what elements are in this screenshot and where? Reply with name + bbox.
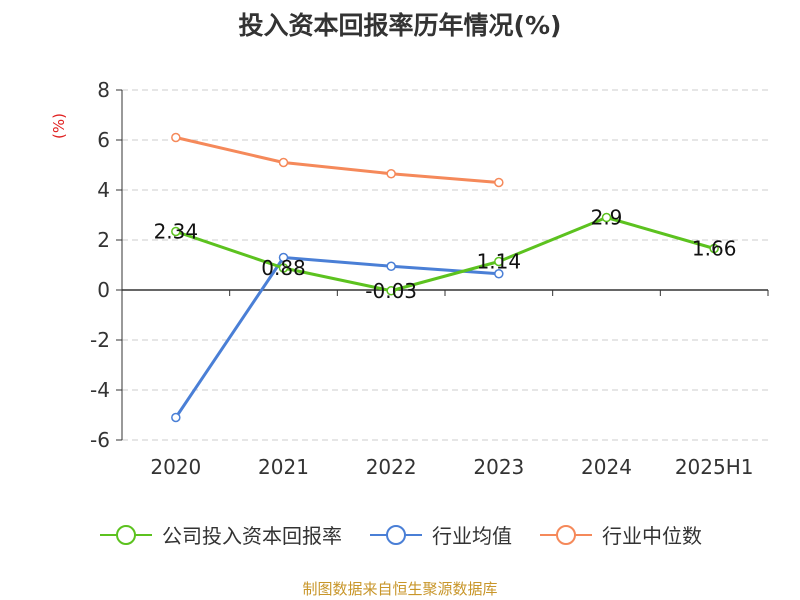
data-point-industry-median	[386, 169, 396, 179]
y-tick-label: -2	[90, 328, 110, 352]
series-line-industry-avg	[174, 256, 501, 419]
data-point-company	[171, 226, 181, 237]
y-tick-label: 8	[97, 78, 110, 102]
legend-label-industry-avg: 行业均值	[432, 524, 512, 548]
legend-item-company[interactable]: 公司投入资本回报率	[98, 520, 342, 549]
data-label-company: 2.9	[591, 206, 623, 230]
data-point-industry-avg	[494, 269, 504, 279]
y-tick-label: 0	[97, 278, 110, 302]
data-point-industry-avg	[386, 261, 396, 271]
legend-item-industry-avg[interactable]: 行业均值	[368, 520, 512, 549]
legend-circle	[386, 524, 406, 545]
series-line-company	[174, 216, 716, 293]
data-label-company: 0.88	[261, 256, 306, 280]
data-label-company: -0.03	[365, 279, 417, 303]
axes: 8 6 4 2 0 -2 -4 -6 2020 2021 2022 2023 2024 2025H1	[90, 78, 769, 479]
legend-circle	[556, 524, 576, 545]
x-tick-label: 2022	[366, 455, 417, 479]
data-point-company	[494, 256, 504, 267]
source-note: 制图数据来自恒生聚源数据库	[302, 580, 498, 598]
x-tick-label: 2024	[581, 455, 632, 479]
data-label-company: 1.14	[477, 250, 522, 274]
data-point-company	[601, 212, 612, 223]
legend-line-circle-icon	[540, 524, 592, 545]
x-tick-label: 2021	[258, 455, 309, 479]
data-point-industry-median	[278, 157, 289, 168]
y-tick-label: 2	[97, 228, 110, 252]
legend: 公司投入资本回报率 行业均值 行业中位数	[0, 520, 800, 549]
y-axis-unit-label: (%)	[50, 113, 68, 139]
gridlines	[122, 89, 768, 441]
chart-title: 投入资本回报率历年情况(%)	[238, 11, 562, 40]
y-tick-label: -4	[90, 378, 110, 402]
x-tick-label: 2025H1	[675, 455, 754, 479]
legend-item-industry-median[interactable]: 行业中位数	[538, 520, 702, 549]
data-labels: 2.34 0.88 -0.03 1.14 2.9 1.66	[154, 206, 737, 303]
y-tick-label: -6	[90, 428, 110, 452]
legend-circle	[116, 524, 136, 545]
legend-line-circle-icon	[370, 524, 422, 545]
x-tick-label: 2020	[150, 455, 201, 479]
data-point-company	[709, 243, 719, 254]
legend-label-company: 公司投入资本回报率	[162, 524, 342, 548]
data-point-industry-avg	[278, 252, 289, 263]
data-point-industry-median	[494, 177, 504, 188]
series-points	[171, 132, 719, 423]
y-tick-label: 4	[97, 178, 110, 202]
series-line-industry-median	[174, 136, 501, 184]
data-label-company: 2.34	[154, 220, 199, 244]
line-chart: (%) 8 6 4 2 0 -2 -4 -6 2020 2021 2022 2023 2024 2025H…	[50, 78, 769, 479]
data-point-industry-median	[171, 132, 181, 143]
data-point-company	[278, 263, 289, 273]
data-point-company	[386, 286, 396, 296]
legend-line-circle-icon	[100, 524, 152, 545]
legend-label-industry-median: 行业中位数	[602, 524, 702, 548]
series-lines	[174, 136, 716, 419]
data-point-industry-avg	[171, 412, 181, 423]
data-label-company: 1.66	[692, 237, 737, 261]
y-tick-label: 6	[97, 128, 110, 152]
x-tick-label: 2023	[473, 455, 524, 479]
